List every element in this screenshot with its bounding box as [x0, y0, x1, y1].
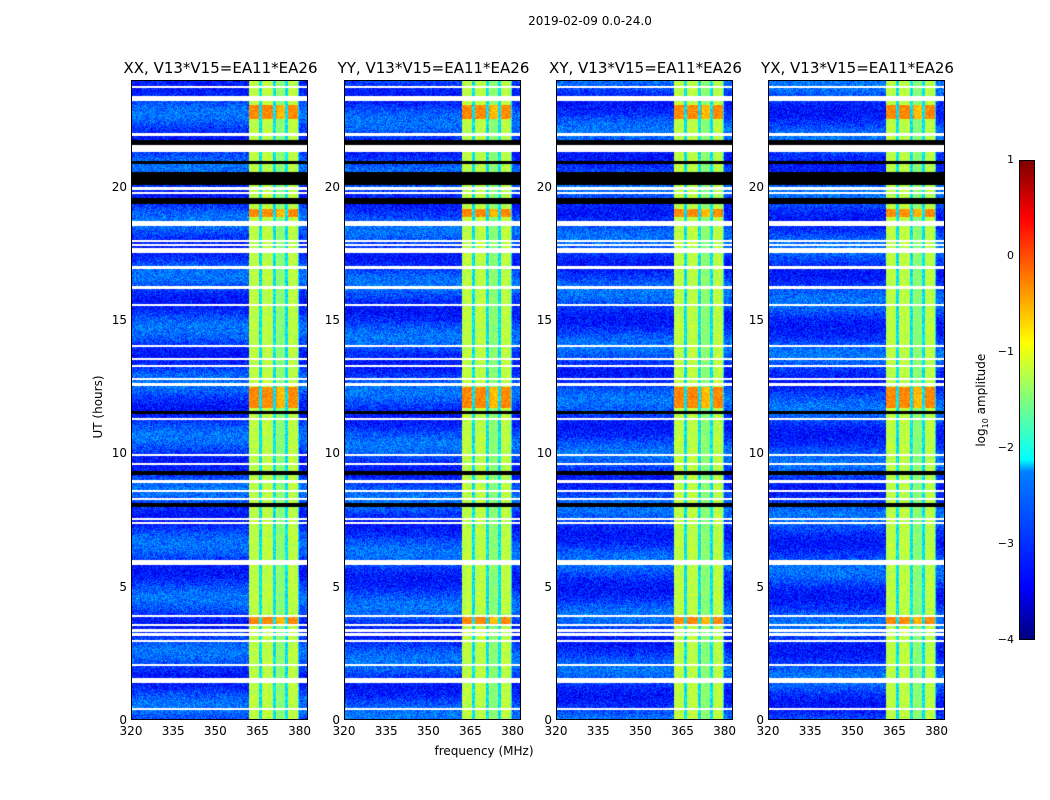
panel-title: YY, V13*V15=EA11*EA26 — [337, 59, 530, 77]
y-tick-label: 0 — [332, 713, 340, 727]
y-tick-label: 5 — [332, 579, 340, 594]
colorbar-label-log: log — [973, 428, 988, 447]
x-tick-label: 350 — [628, 724, 652, 738]
x-tick-label: 320 — [544, 724, 568, 738]
y-tick-label: 5 — [544, 579, 552, 594]
heatmap-panel-2: YY, V13*V15=EA11*EA26 — [338, 59, 529, 720]
x-tick-label: 350 — [840, 724, 864, 738]
x-tick-label: 320 — [332, 724, 356, 738]
colorbar-tick-label: 1 — [1007, 153, 1014, 166]
y-tick-label: 20 — [536, 179, 552, 194]
y-tick-label: 15 — [324, 313, 340, 327]
y-tick-label: 20 — [748, 179, 764, 194]
colorbar-label-sub: 10 — [981, 418, 991, 429]
x-tick-label: 365 — [670, 724, 694, 738]
colorbar-tick-label: −3 — [997, 537, 1014, 550]
heatmap-image — [132, 81, 307, 719]
x-tick-label: 380 — [713, 724, 737, 738]
x-tick-label: 335 — [161, 724, 185, 738]
colorbar-label: log10 amplitude — [974, 340, 990, 460]
x-tick-label: 365 — [458, 724, 482, 738]
colorbar-label-rest: amplitude — [973, 353, 988, 419]
heatmap-image — [345, 81, 520, 719]
colorbar-tick-label: −4 — [997, 633, 1014, 646]
y-tick-label: 0 — [756, 713, 764, 727]
panel-title: XX, V13*V15=EA11*EA26 — [123, 59, 318, 77]
x-tick-label: 365 — [882, 724, 906, 738]
y-tick-label: 0 — [544, 713, 552, 727]
x-tick-label: 320 — [756, 724, 780, 738]
x-tick-label: 380 — [288, 724, 312, 738]
y-tick-label: 10 — [748, 446, 764, 461]
y-tick-label: 5 — [756, 579, 764, 594]
colorbar-tick-label: −1 — [997, 345, 1014, 358]
heatmap-panel-1: XX, V13*V15=EA11*EA26 — [123, 59, 318, 720]
x-tick-label: 350 — [416, 724, 440, 738]
y-tick-label: 5 — [119, 579, 127, 594]
panel-title: YX, V13*V15=EA11*EA26 — [761, 59, 954, 77]
heatmap-image — [557, 81, 732, 719]
colorbar-tick-label: 0 — [1007, 249, 1014, 262]
y-tick-label: 20 — [111, 179, 127, 194]
colorbar-tick-label: −2 — [997, 441, 1014, 454]
x-tick-label: 335 — [586, 724, 610, 738]
y-tick-label: 0 — [119, 713, 127, 727]
heatmap-panel-3: XY, V13*V15=EA11*EA26 — [549, 59, 742, 720]
y-tick-label: 15 — [536, 313, 552, 327]
x-tick-label: 380 — [501, 724, 525, 738]
y-tick-label: 15 — [748, 313, 764, 327]
x-tick-label: 380 — [925, 724, 949, 738]
x-tick-label: 335 — [798, 724, 822, 738]
x-tick-label: 320 — [119, 724, 143, 738]
y-tick-label: 20 — [324, 179, 340, 194]
x-tick-label: 350 — [203, 724, 227, 738]
figure-title: 2019-02-09 0.0-24.0 — [528, 14, 652, 28]
heatmap-image — [769, 81, 944, 719]
y-tick-label: 10 — [324, 446, 340, 461]
y-tick-label: 10 — [536, 446, 552, 461]
colorbar — [1019, 160, 1035, 640]
x-tick-label: 335 — [374, 724, 398, 738]
heatmap-panel-4: YX, V13*V15=EA11*EA26 — [761, 59, 954, 720]
y-tick-label: 15 — [111, 313, 127, 327]
x-tick-label: 365 — [245, 724, 269, 738]
x-axis-label: frequency (MHz) — [434, 744, 534, 758]
y-tick-label: 10 — [111, 446, 127, 461]
panel-title: XY, V13*V15=EA11*EA26 — [549, 59, 742, 77]
